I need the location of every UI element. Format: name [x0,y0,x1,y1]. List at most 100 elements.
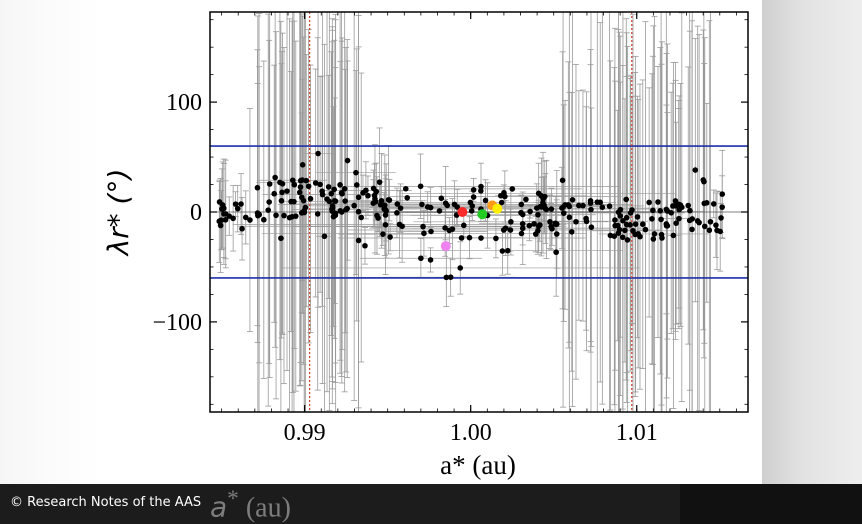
data-point [296,189,303,196]
data-point [338,190,345,196]
data-point [305,183,312,190]
data-point [329,203,336,209]
data-point [519,211,526,218]
data-point [344,157,351,164]
data-point [460,222,467,229]
data-point [701,200,708,207]
data-point [353,169,359,176]
ghost-unit: (au) [245,492,291,524]
data-point [718,215,724,221]
data-point [266,181,273,187]
data-point [531,220,537,227]
data-point [418,255,424,262]
data-point [701,223,708,230]
data-point [470,194,477,200]
data-point [580,202,586,209]
data-point [362,242,368,249]
data-point [535,211,541,218]
data-point [399,223,405,230]
data-point [689,216,696,222]
data-point [299,162,306,168]
data-point [325,184,332,190]
data-point [627,210,634,216]
data-point [502,225,509,231]
data-point [518,201,525,208]
data-point [612,217,618,223]
data-point [560,204,566,211]
data-point [421,230,427,237]
data-point [355,237,362,244]
data-point [559,177,566,184]
data-point [342,198,348,204]
data-point [470,187,477,193]
data-point [370,185,377,192]
data-point [239,225,245,232]
data-point [436,208,443,214]
data-point [646,199,652,206]
data-point [617,206,624,213]
data-point [303,177,310,184]
ghost-sup: * [227,486,239,512]
data-point [417,183,424,190]
data-point [692,167,699,173]
data-point [419,201,425,208]
data-point [694,218,701,224]
data-point [707,218,714,225]
scatter-chart: 0.99 1.00 1.01 −100 0 100 λr* (°) a* (au) [100,0,762,484]
data-point [382,207,389,213]
data-point [279,189,285,196]
data-point [519,220,526,227]
data-point [337,182,343,188]
data-point [221,205,227,212]
data-point [292,213,299,219]
data-point [478,188,484,194]
data-point [302,204,309,211]
data-point [226,213,233,219]
data-point [504,247,511,254]
data-point [394,210,400,216]
data-point [382,202,388,209]
data-point [658,216,664,223]
data-point [428,228,434,235]
data-point [719,191,726,197]
ghost-symbol: a [210,490,228,524]
data-point [343,206,349,213]
data-point [375,215,381,221]
data-point [386,197,393,203]
highlighted-point [440,241,451,252]
data-point [560,210,567,216]
data-point [329,208,336,215]
x-axis-label: a* (au) [440,450,516,480]
highlighted-point [492,203,503,214]
data-point [315,150,321,157]
data-point [321,233,328,240]
background-right [762,0,862,484]
data-point [623,196,630,203]
data-point [314,211,321,217]
data-point [632,221,639,227]
data-point [380,231,386,237]
data-point [655,199,661,205]
data-point [566,203,573,210]
data-point [216,199,223,205]
data-point [622,227,628,234]
data-point [288,198,294,205]
data-point [284,188,290,194]
data-point [553,221,559,228]
data-point [713,222,719,228]
highlighted-point [457,207,468,217]
data-point [507,227,514,233]
data-point [443,274,450,281]
data-point [331,197,338,204]
data-point [649,216,655,222]
data-point [719,204,725,210]
data-point [319,188,325,195]
data-point [331,186,337,193]
data-point [685,202,692,209]
data-point [261,216,267,223]
data-point [397,205,404,211]
axes: 0.99 1.00 1.01 −100 0 100 [152,11,749,446]
data-point [307,195,314,202]
data-point [444,202,451,209]
data-point [607,232,614,239]
